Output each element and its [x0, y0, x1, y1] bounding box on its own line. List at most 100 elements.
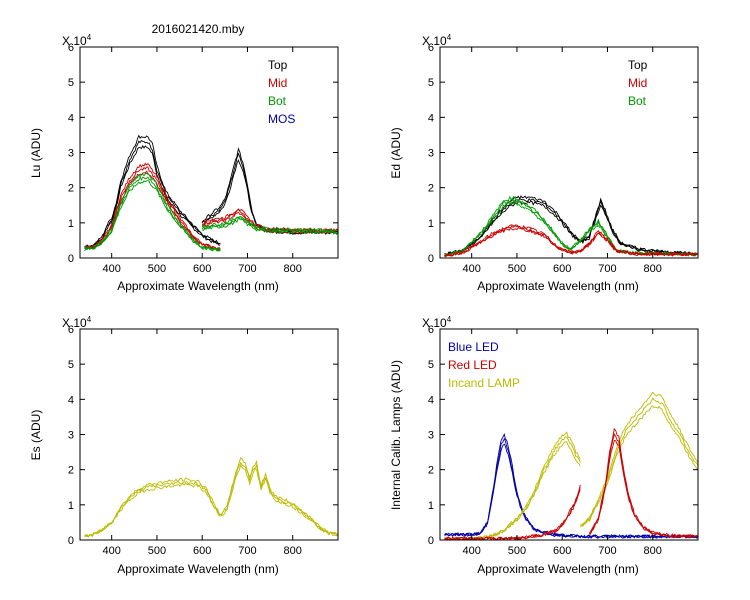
lu-series-2-segment-0-trace-2: [84, 172, 221, 252]
cal-series-0-segment-0-trace-1: [444, 437, 698, 539]
es-y-tick-label: 1: [68, 500, 74, 512]
es-y-tick-label: 5: [68, 359, 74, 371]
lu-series-2-segment-1-trace-0: [202, 217, 338, 235]
lu-series-1-segment-0-trace-2: [84, 162, 221, 251]
lu-legend-bot: Bot: [268, 94, 287, 108]
cal-y-tick-label: 1: [428, 500, 434, 512]
ed-x-axis-label: Approximate Wavelength (nm): [477, 279, 639, 293]
es-x-tick-label: 800: [284, 545, 302, 557]
cal-series-2-segment-0-trace-2: [444, 484, 581, 540]
lu-y-tick-label: 2: [68, 183, 74, 195]
lu-scale-multiplier: X 104: [62, 33, 92, 48]
es-x-tick-label: 600: [193, 545, 211, 557]
es-x-tick-label: 500: [148, 545, 166, 557]
es-y-axis-label: Es (ADU): [29, 410, 43, 461]
ed-y-tick-label: 0: [428, 253, 434, 265]
es-series-0-segment-0-trace-0: [84, 463, 338, 538]
lu-y-tick-label: 6: [68, 42, 74, 54]
cal-series-2-segment-1-trace-2: [589, 427, 698, 539]
cal-series-2-segment-1-trace-1: [589, 433, 698, 539]
cal-x-tick-label: 400: [463, 545, 481, 557]
calib-x-axis-label: Approximate Wavelength (nm): [477, 562, 639, 576]
calib-lamps-panel: Internal Calib. Lamps (ADU) Approximate …: [389, 315, 699, 576]
es-y-tick-label: 3: [68, 430, 74, 442]
cal-series-2-segment-1-trace-0: [589, 439, 698, 539]
ed-legend-top: Top: [628, 58, 648, 72]
ed-y-tick-label: 4: [428, 112, 434, 124]
ed-y-tick-label: 5: [428, 77, 434, 89]
ed-legend-mid: Mid: [628, 76, 647, 90]
es-series-0-segment-0-trace-2: [84, 456, 338, 538]
ed-y-tick-label: 2: [428, 183, 434, 195]
lu-x-tick-label: 400: [103, 263, 121, 275]
cal-y-tick-label: 0: [428, 535, 434, 547]
es-x-tick-label: 400: [103, 545, 121, 557]
es-panel: Es (ADU) Approximate Wavelength (nm) X 1…: [29, 315, 339, 576]
ed-series-2-segment-0-trace-1: [444, 225, 698, 257]
lu-series-0-segment-1-trace-1: [201, 152, 338, 234]
cal-x-tick-label: 700: [598, 545, 616, 557]
ed-x-tick-label: 500: [508, 263, 526, 275]
lu-legend-top: Top: [268, 58, 288, 72]
cal-series-2-segment-0-trace-1: [444, 487, 581, 540]
ed-x-tick-label: 700: [598, 263, 616, 275]
ed-plot-frame: [439, 46, 699, 259]
cal-y-tick-label: 6: [428, 324, 434, 336]
cal-legend-incand-lamp: Incand LAMP: [448, 376, 520, 390]
es-scale-multiplier: X 104: [62, 315, 92, 330]
ed-series-2-segment-0-trace-2: [444, 224, 698, 258]
ed-panel: Ed (ADU) Approximate Wavelength (nm) X 1…: [389, 33, 699, 293]
lu-y-tick-label: 3: [68, 148, 74, 160]
lu-legend-mid: Mid: [268, 76, 287, 90]
cal-y-tick-label: 2: [428, 465, 434, 477]
lu-series-0-segment-0-trace-0: [84, 144, 221, 250]
ed-y-tick-label: 3: [428, 148, 434, 160]
cal-series-1-segment-1-trace-0: [580, 405, 698, 527]
ed-y-axis-label: Ed (ADU): [389, 127, 403, 178]
cal-y-tick-label: 5: [428, 359, 434, 371]
ed-x-tick-label: 600: [553, 263, 571, 275]
cal-series-0-segment-0-trace-0: [444, 443, 698, 539]
cal-y-tick-label: 3: [428, 430, 434, 442]
lu-x-tick-label: 600: [193, 263, 211, 275]
lu-series-0-segment-0-trace-2: [84, 134, 221, 249]
lu-y-tick-label: 4: [68, 112, 74, 124]
lu-series-2-segment-1-trace-2: [201, 216, 338, 233]
ed-y-tick-label: 1: [428, 218, 434, 230]
lu-panel: Lu (ADU) Approximate Wavelength (nm) X 1…: [29, 33, 339, 293]
lu-x-tick-label: 700: [238, 263, 256, 275]
ed-series-0-segment-0-trace-1: [444, 197, 698, 257]
lu-y-axis-label: Lu (ADU): [29, 128, 43, 178]
lu-y-tick-label: 5: [68, 77, 74, 89]
calib-scale-multiplier: X 104: [422, 315, 452, 330]
es-y-tick-label: 2: [68, 465, 74, 477]
es-series-0-segment-0-trace-1: [84, 461, 338, 538]
es-y-tick-label: 0: [68, 535, 74, 547]
es-x-tick-label: 700: [238, 545, 256, 557]
cal-x-tick-label: 600: [553, 545, 571, 557]
es-y-tick-label: 6: [68, 324, 74, 336]
cal-legend-blue-led: Blue LED: [448, 340, 499, 354]
ed-legend-bot: Bot: [628, 94, 647, 108]
cal-series-1-segment-1-trace-2: [580, 391, 698, 526]
es-x-axis-label: Approximate Wavelength (nm): [117, 562, 279, 576]
lu-x-tick-label: 800: [284, 263, 302, 275]
cal-series-1-segment-1-trace-1: [580, 397, 698, 527]
lu-legend-mos: MOS: [268, 112, 295, 126]
ed-series-0-segment-0-trace-2: [444, 195, 698, 257]
calib-y-axis-label: Internal Calib. Lamps (ADU): [389, 360, 403, 510]
ed-x-tick-label: 400: [463, 263, 481, 275]
lu-x-axis-label: Approximate Wavelength (nm): [117, 279, 279, 293]
cal-legend-red-led: Red LED: [448, 358, 497, 372]
ed-series-1-segment-0-trace-2: [444, 195, 698, 257]
ed-y-tick-label: 6: [428, 42, 434, 54]
cal-series-2-segment-0-trace-0: [444, 489, 581, 540]
cal-x-tick-label: 800: [644, 545, 662, 557]
figure-title: 2016021420.mby: [152, 22, 245, 36]
ed-series-1-segment-0-trace-1: [444, 198, 698, 256]
cal-series-0-segment-0-trace-2: [444, 433, 698, 539]
lu-y-tick-label: 1: [68, 218, 74, 230]
es-y-tick-label: 4: [68, 394, 74, 406]
lu-y-tick-label: 0: [68, 253, 74, 265]
